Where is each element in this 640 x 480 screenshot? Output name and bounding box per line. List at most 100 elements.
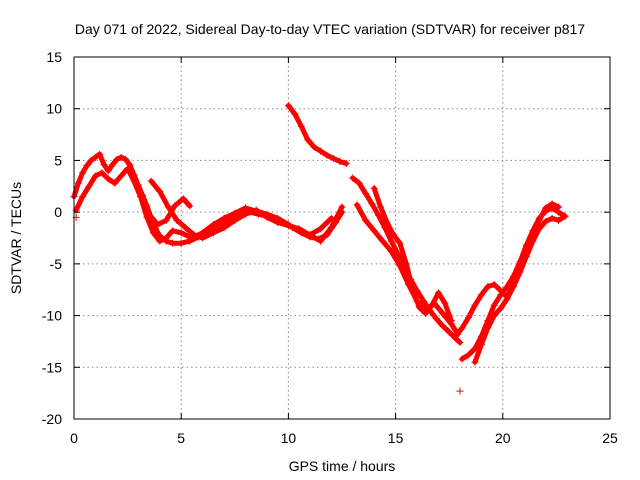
y-axis-label: SDTVAR / TECUs bbox=[8, 182, 24, 294]
data-point bbox=[542, 217, 550, 225]
data-point bbox=[497, 287, 505, 295]
data-point bbox=[535, 225, 543, 233]
data-point bbox=[284, 102, 292, 110]
x-tick-label: 5 bbox=[177, 430, 185, 446]
data-point bbox=[477, 291, 485, 299]
series-track-11 bbox=[471, 212, 569, 366]
data-point bbox=[179, 195, 187, 203]
data-point bbox=[419, 297, 427, 305]
data-point bbox=[113, 155, 121, 163]
data-point bbox=[85, 182, 93, 190]
y-tick-label: 15 bbox=[46, 49, 62, 65]
data-point bbox=[497, 304, 505, 312]
data-point bbox=[121, 155, 129, 163]
data-point bbox=[336, 157, 344, 165]
data-point bbox=[370, 227, 378, 235]
x-tick-label: 10 bbox=[281, 430, 297, 446]
data-point bbox=[555, 216, 563, 224]
data-point bbox=[284, 222, 292, 230]
data-point bbox=[173, 216, 181, 224]
data-point bbox=[555, 203, 563, 211]
data-point bbox=[561, 212, 569, 220]
data-point bbox=[387, 247, 395, 255]
data-point bbox=[100, 161, 108, 169]
y-tick-label: 10 bbox=[46, 101, 62, 117]
data-point bbox=[464, 351, 472, 359]
x-tick-label: 25 bbox=[602, 430, 618, 446]
data-point bbox=[471, 358, 479, 366]
data-point bbox=[104, 175, 112, 183]
data-point bbox=[458, 324, 466, 332]
plot-frame bbox=[73, 56, 611, 420]
data-point bbox=[471, 301, 479, 309]
data-point bbox=[422, 310, 430, 318]
data-point bbox=[169, 239, 177, 247]
data-point bbox=[220, 224, 228, 232]
data-point bbox=[428, 301, 436, 309]
data-point bbox=[291, 110, 299, 118]
data-point bbox=[98, 169, 106, 177]
data-point bbox=[323, 151, 331, 159]
data-point bbox=[377, 203, 385, 211]
data-point bbox=[209, 221, 217, 229]
data-point bbox=[83, 162, 91, 170]
data-point bbox=[162, 216, 170, 224]
data-point bbox=[516, 268, 524, 276]
series-line bbox=[371, 185, 454, 324]
data-point bbox=[306, 231, 314, 239]
x-axis-label: GPS time / hours bbox=[289, 458, 396, 474]
data-point bbox=[145, 210, 153, 218]
series-layer bbox=[70, 102, 569, 395]
data-point bbox=[370, 184, 378, 192]
data-point bbox=[353, 201, 361, 209]
data-point bbox=[379, 237, 387, 245]
data-point bbox=[190, 231, 198, 239]
data-point bbox=[327, 224, 335, 232]
series-track-5 bbox=[284, 102, 350, 168]
series-line bbox=[148, 178, 345, 244]
data-point bbox=[445, 328, 453, 336]
chart-title: Day 071 of 2022, Sidereal Day-to-day VTE… bbox=[75, 21, 585, 37]
data-point bbox=[297, 122, 305, 130]
data-point bbox=[464, 314, 472, 322]
data-point bbox=[242, 210, 250, 218]
data-point bbox=[396, 262, 404, 270]
data-point bbox=[342, 160, 350, 168]
tick-layer: 0 5 10 15 20 25 -20 -15 -10 -5 0 5 10 15 bbox=[42, 49, 618, 446]
y-tick-label: 5 bbox=[54, 152, 62, 168]
series-track-8 bbox=[370, 184, 455, 325]
data-point bbox=[452, 332, 460, 340]
data-point bbox=[96, 150, 104, 158]
data-point bbox=[252, 206, 260, 214]
data-point bbox=[220, 214, 228, 222]
y-tick-label: -5 bbox=[50, 256, 63, 272]
data-point bbox=[156, 237, 164, 245]
data-point bbox=[242, 204, 250, 212]
data-point bbox=[156, 187, 164, 195]
data-point bbox=[415, 303, 423, 311]
series-line bbox=[285, 103, 349, 166]
data-point bbox=[490, 301, 498, 309]
data-point bbox=[510, 283, 518, 291]
data-point bbox=[477, 341, 485, 349]
data-point bbox=[130, 177, 138, 185]
data-point bbox=[274, 218, 282, 226]
data-point bbox=[490, 312, 498, 320]
data-point bbox=[124, 165, 132, 173]
data-point bbox=[396, 239, 404, 247]
data-point bbox=[317, 225, 325, 233]
data-point bbox=[456, 338, 464, 346]
data-point bbox=[169, 227, 177, 235]
data-point bbox=[79, 169, 87, 177]
y-tick-label: -15 bbox=[42, 359, 62, 375]
data-point bbox=[458, 355, 466, 363]
data-point bbox=[317, 237, 325, 245]
data-point bbox=[439, 322, 447, 330]
data-point bbox=[522, 253, 530, 261]
data-point bbox=[310, 143, 318, 151]
x-tick-label: 0 bbox=[70, 430, 78, 446]
data-point bbox=[439, 310, 447, 318]
data-point bbox=[383, 218, 391, 226]
